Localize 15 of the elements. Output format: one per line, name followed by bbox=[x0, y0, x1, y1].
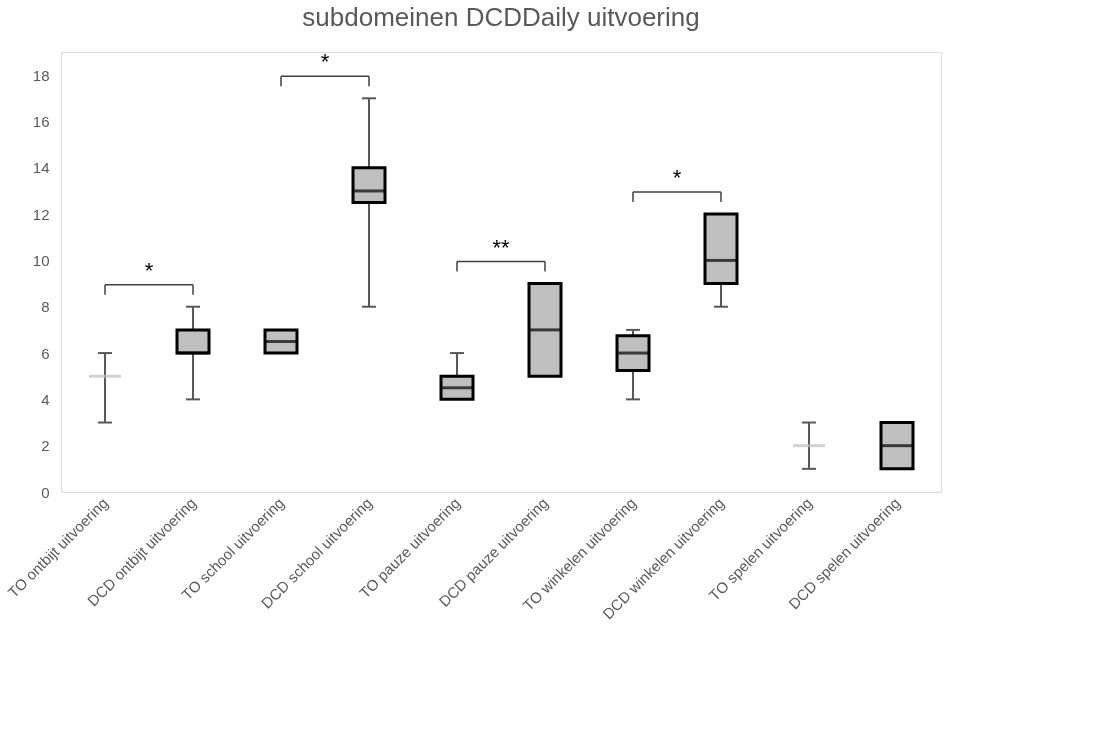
annotation: * bbox=[144, 257, 154, 283]
y-tick-label: 14 bbox=[32, 159, 50, 177]
y-tick-label: 18 bbox=[32, 66, 50, 84]
y-tick-label: 4 bbox=[41, 390, 50, 408]
y-tick-label: 2 bbox=[41, 437, 50, 455]
annotation: * bbox=[672, 165, 682, 191]
y-tick-label: 6 bbox=[41, 344, 50, 362]
chart-title: subdomeinen DCDDaily uitvoering bbox=[302, 2, 700, 33]
y-tick-label: 16 bbox=[32, 112, 50, 130]
y-tick-label: 12 bbox=[32, 205, 50, 223]
y-tick-label: 0 bbox=[41, 483, 50, 501]
annotation: ** bbox=[492, 234, 510, 260]
annotation: * bbox=[320, 49, 330, 75]
y-tick-label: 10 bbox=[32, 251, 50, 269]
y-tick-label: 8 bbox=[41, 298, 50, 316]
